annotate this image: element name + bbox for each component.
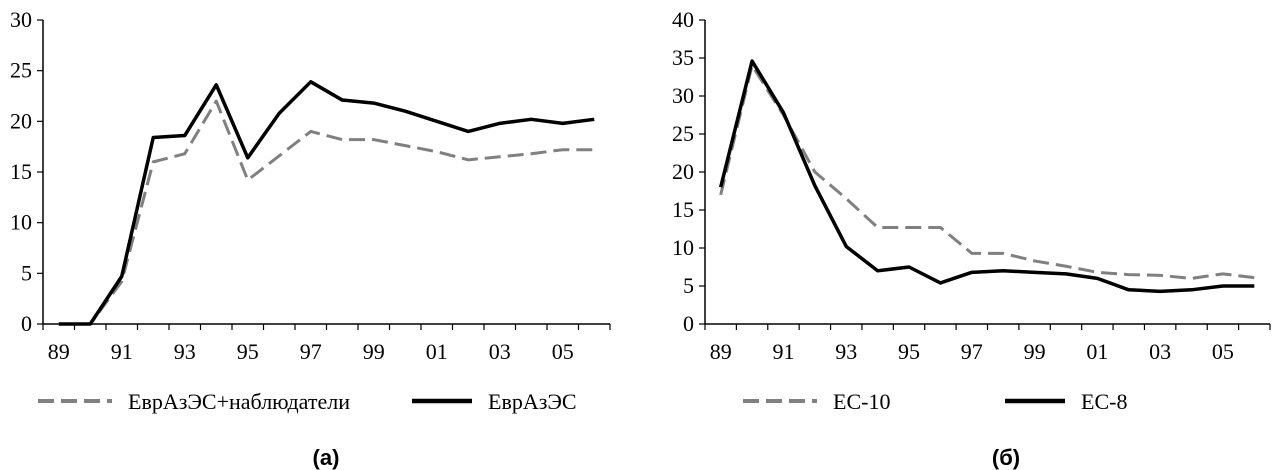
- series-line-1: [58, 80, 595, 326]
- x-tick-label: 03: [1149, 339, 1171, 364]
- x-tick-label: 89: [48, 339, 70, 364]
- series-line-0: [719, 64, 1255, 280]
- series-line-0: [58, 99, 595, 326]
- chart-caption: (а): [313, 445, 340, 470]
- legend-label-1: ЕврАзЭС: [488, 389, 577, 414]
- series-line-1: [718, 59, 1255, 294]
- y-tick-label: 30: [10, 7, 32, 32]
- x-tick-label: 91: [772, 339, 794, 364]
- x-tick-label: 05: [552, 339, 574, 364]
- x-tick-label: 97: [300, 339, 322, 364]
- y-tick-label: 40: [672, 7, 694, 32]
- x-tick-label: 01: [426, 339, 448, 364]
- legend-label-0: ЕС-10: [833, 389, 890, 414]
- legend-label-0: ЕврАзЭС+наблюдатели: [128, 389, 350, 414]
- x-tick-label: 03: [489, 339, 511, 364]
- y-tick-label: 20: [10, 108, 32, 133]
- x-tick-label: 93: [835, 339, 857, 364]
- x-tick-label: 05: [1212, 339, 1234, 364]
- y-tick-label: 0: [21, 311, 32, 336]
- y-tick-label: 15: [10, 159, 32, 184]
- y-tick-label: 0: [683, 311, 694, 336]
- y-tick-label: 5: [683, 273, 694, 298]
- legend-label-1: ЕС-8: [1081, 389, 1127, 414]
- x-tick-label: 99: [1024, 339, 1046, 364]
- y-tick-label: 15: [672, 197, 694, 222]
- x-tick-label: 93: [174, 339, 196, 364]
- y-tick-label: 20: [672, 159, 694, 184]
- y-tick-label: 10: [10, 210, 32, 235]
- y-tick-label: 25: [10, 58, 32, 83]
- y-tick-label: 10: [672, 235, 694, 260]
- x-tick-label: 95: [898, 339, 920, 364]
- x-tick-label: 91: [111, 339, 133, 364]
- y-tick-label: 25: [672, 121, 694, 146]
- y-tick-label: 30: [672, 83, 694, 108]
- x-tick-label: 01: [1086, 339, 1108, 364]
- x-tick-label: 99: [363, 339, 385, 364]
- x-tick-label: 97: [961, 339, 983, 364]
- y-tick-label: 35: [672, 45, 694, 70]
- chart-caption: (б): [992, 445, 1020, 470]
- y-tick-label: 5: [21, 260, 32, 285]
- x-tick-label: 95: [237, 339, 259, 364]
- x-tick-label: 89: [710, 339, 732, 364]
